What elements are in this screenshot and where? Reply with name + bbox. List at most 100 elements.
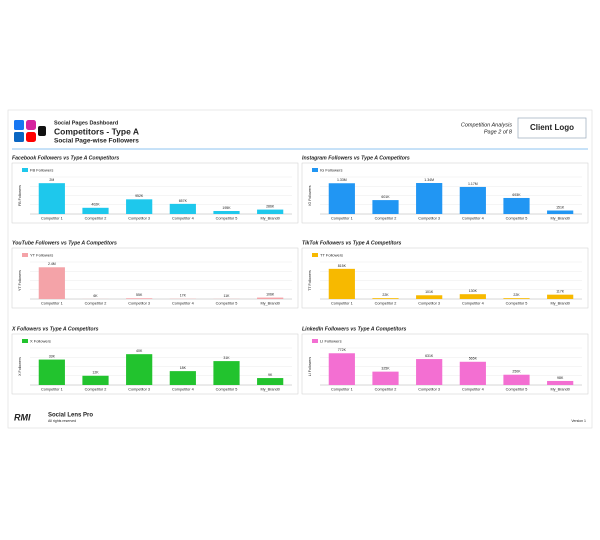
x-tick-label: Competitor 1 [41, 217, 63, 221]
x-tick-label: Competitor 4 [172, 217, 194, 221]
bar [213, 210, 240, 214]
bar [372, 200, 399, 214]
bar [126, 199, 153, 214]
x-tick-label: Competitor 2 [85, 302, 107, 306]
value-label: 1.33M [337, 178, 347, 182]
legend-swatch [312, 253, 318, 257]
x-tick-label: Competitor 3 [418, 388, 440, 392]
client-logo: Client Logo [530, 123, 574, 132]
section-title: Social Page-wise Followers [54, 138, 139, 145]
logo-box [517, 117, 587, 139]
legend-label: TT Followers [320, 252, 343, 257]
x-tick-label: Competitor 3 [418, 302, 440, 306]
x-tick-label: Competitor 4 [172, 388, 194, 392]
value-label: 815K [338, 264, 347, 268]
value-label: 195K [222, 206, 231, 210]
value-label: 325K [381, 367, 390, 371]
bar [82, 207, 109, 214]
legend-label: FB Followers [30, 167, 53, 172]
value-label: 250K [512, 370, 521, 374]
chart: Facebook Followers vs Type A Competitors… [11, 155, 299, 224]
value-label: 11K [224, 294, 231, 298]
bar [416, 295, 443, 299]
bar [372, 298, 399, 299]
x-tick-label: Competitor 5 [506, 217, 528, 221]
legend-swatch [22, 168, 28, 172]
footer-version: Version 1 [571, 419, 586, 423]
value-label: 55K [136, 293, 143, 297]
chart-title: X Followers vs Type A Competitors [11, 326, 99, 332]
x-tick-label: Competitor 1 [41, 302, 63, 306]
bar [38, 359, 65, 385]
value-label: 2.4M [48, 262, 56, 266]
chart-title: LinkedIn Followers vs Type A Competitors [302, 326, 406, 332]
x-tick-label: Competitor 2 [375, 302, 397, 306]
bar [126, 298, 153, 299]
value-label: 772K [338, 348, 347, 352]
legend-swatch [312, 339, 318, 343]
y-axis-label: YT Followers [18, 270, 22, 291]
value-label: 40K [136, 349, 143, 353]
bar [459, 361, 486, 385]
bar [503, 197, 530, 214]
title: Competitors - Type A [54, 126, 139, 136]
value-label: 693K [512, 193, 521, 197]
x-tick-label: My_Brand0 [550, 302, 569, 306]
chart-title: YouTube Followers vs Type A Competitors [12, 240, 117, 246]
y-axis-label: TT Followers [308, 270, 312, 291]
subtitle: Social Pages Dashboard [54, 120, 118, 126]
value-label: 18K [180, 366, 187, 370]
chart: TikTok Followers vs Type A Competitors TT… [301, 240, 589, 309]
value-label: 631K [425, 354, 434, 358]
x-tick-label: My_Brand0 [260, 217, 279, 221]
legend-label: IG Followers [320, 167, 342, 172]
bar [169, 203, 196, 214]
facebook-icon [14, 120, 24, 130]
legend-label: LI Followers [320, 338, 342, 343]
chart: YouTube Followers vs Type A Competitors Y… [11, 240, 299, 309]
x-tick-label: My_Brand0 [260, 388, 279, 392]
value-label: 6K [93, 294, 98, 298]
x-tick-label: Competitor 4 [462, 302, 484, 306]
tiktok-icon [38, 126, 46, 136]
chart: X Followers vs Type A Competitors X Follo… [11, 326, 299, 395]
bar [547, 210, 574, 214]
x-tick-label: Competitor 1 [331, 302, 353, 306]
x-tick-label: Competitor 2 [375, 388, 397, 392]
value-label: 98K [557, 376, 564, 380]
x-tick-label: Competitor 3 [128, 217, 150, 221]
y-axis-label: IG Followers [308, 185, 312, 205]
x-tick-label: Competitor 1 [331, 217, 353, 221]
y-axis-label: FB Followers [18, 185, 22, 206]
value-label: 2M [49, 178, 54, 182]
x-tick-label: My_Brand0 [550, 217, 569, 221]
bar [126, 354, 153, 385]
legend-swatch [22, 253, 28, 257]
value-label: 130K [469, 289, 478, 293]
x-tick-label: Competitor 4 [462, 217, 484, 221]
x-tick-label: Competitor 2 [375, 217, 397, 221]
value-label: 22K [513, 293, 520, 297]
charts: Facebook Followers vs Type A Competitors… [11, 155, 589, 395]
bar [38, 183, 65, 214]
bar [257, 209, 284, 214]
bar [416, 359, 443, 385]
bar [257, 297, 284, 299]
legend-label: X Followers [30, 338, 51, 343]
bar [169, 371, 196, 385]
value-label: 9K [268, 373, 273, 377]
bar [328, 183, 355, 214]
value-label: 117K [556, 290, 565, 294]
footer-brand: RMI [14, 412, 31, 422]
x-tick-label: Competitor 3 [128, 302, 150, 306]
bar [213, 361, 240, 385]
bar [82, 375, 109, 385]
x-tick-label: Competitor 5 [216, 217, 238, 221]
chart: LinkedIn Followers vs Type A Competitors… [301, 326, 589, 395]
y-axis-label: X Followers [18, 357, 22, 376]
x-tick-label: Competitor 4 [462, 388, 484, 392]
chart: Instagram Followers vs Type A Competitor… [301, 155, 589, 224]
legend-label: YT Followers [30, 252, 53, 257]
x-tick-label: Competitor 5 [216, 388, 238, 392]
